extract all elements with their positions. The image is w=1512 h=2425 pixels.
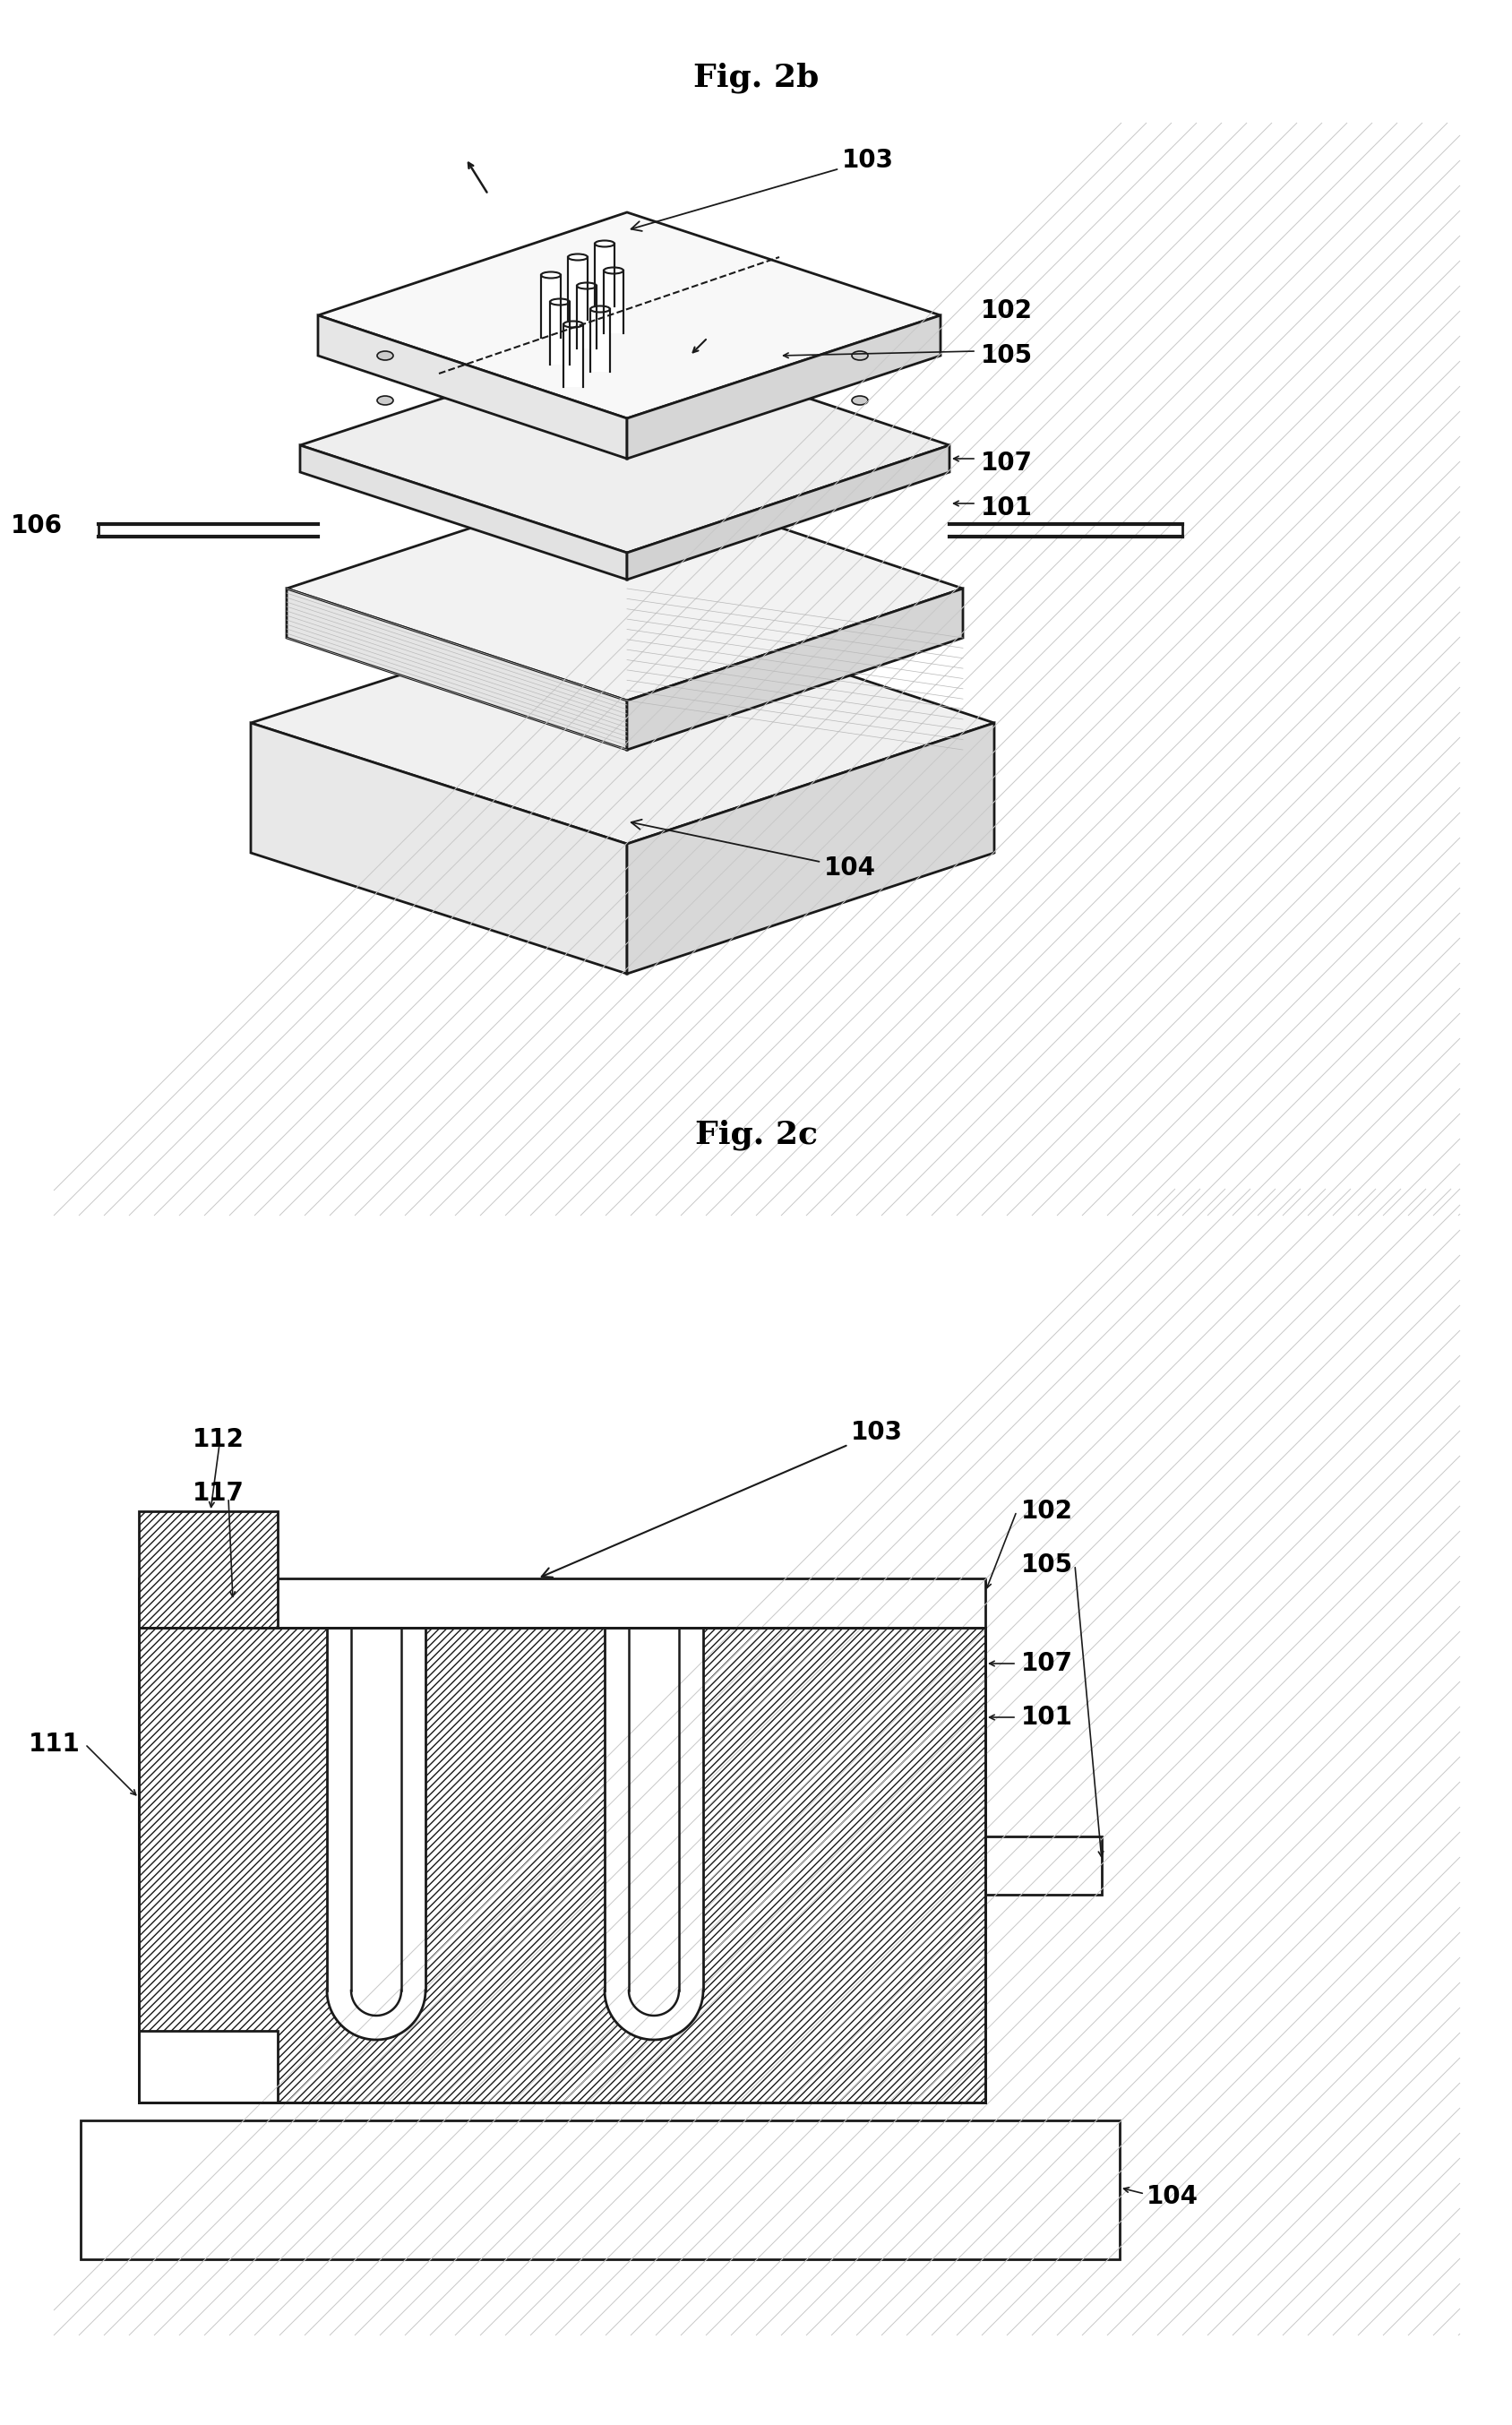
- Text: Fig. 2c: Fig. 2c: [694, 1120, 818, 1149]
- Polygon shape: [327, 1627, 425, 2039]
- Ellipse shape: [550, 298, 569, 306]
- Text: 107: 107: [1021, 1651, 1074, 1676]
- Text: 104: 104: [631, 820, 875, 880]
- Polygon shape: [80, 2119, 1120, 2260]
- Polygon shape: [251, 723, 627, 975]
- Polygon shape: [251, 601, 995, 844]
- Polygon shape: [139, 2030, 278, 2102]
- Polygon shape: [627, 446, 950, 580]
- Polygon shape: [139, 1511, 278, 1627]
- Ellipse shape: [596, 240, 614, 247]
- Polygon shape: [594, 242, 614, 306]
- Polygon shape: [139, 1627, 986, 2102]
- Ellipse shape: [578, 284, 596, 289]
- Ellipse shape: [569, 255, 588, 259]
- Polygon shape: [603, 272, 623, 332]
- Ellipse shape: [376, 352, 393, 361]
- Polygon shape: [139, 1579, 986, 1627]
- Ellipse shape: [851, 352, 868, 361]
- Ellipse shape: [851, 395, 868, 405]
- Ellipse shape: [578, 284, 597, 289]
- Ellipse shape: [541, 272, 559, 279]
- Polygon shape: [287, 478, 963, 701]
- Polygon shape: [318, 315, 627, 458]
- Polygon shape: [605, 1627, 703, 2039]
- Ellipse shape: [594, 240, 614, 247]
- Ellipse shape: [550, 298, 570, 306]
- Text: 102: 102: [981, 298, 1033, 323]
- Polygon shape: [318, 213, 940, 420]
- Polygon shape: [627, 589, 963, 749]
- Polygon shape: [590, 308, 609, 371]
- Text: 101: 101: [1021, 1705, 1074, 1729]
- Polygon shape: [986, 1836, 1102, 1894]
- Text: 103: 103: [541, 1421, 903, 1576]
- Ellipse shape: [569, 255, 587, 259]
- Ellipse shape: [605, 267, 623, 274]
- Text: Fig. 2b: Fig. 2b: [692, 63, 820, 95]
- Ellipse shape: [376, 395, 393, 405]
- Text: 111: 111: [29, 1731, 80, 1756]
- Ellipse shape: [564, 323, 582, 327]
- Text: 105: 105: [1021, 1552, 1074, 1579]
- Text: 101: 101: [981, 495, 1033, 521]
- Polygon shape: [550, 301, 570, 364]
- Polygon shape: [541, 274, 561, 337]
- Text: 105: 105: [981, 342, 1033, 369]
- Polygon shape: [627, 723, 995, 975]
- Polygon shape: [299, 337, 950, 553]
- Ellipse shape: [603, 267, 623, 274]
- Text: 102: 102: [1021, 1499, 1074, 1523]
- Text: 106: 106: [11, 514, 62, 538]
- Text: 112: 112: [192, 1426, 245, 1453]
- Polygon shape: [299, 446, 627, 580]
- Ellipse shape: [564, 320, 584, 327]
- Ellipse shape: [541, 272, 561, 279]
- Text: 117: 117: [192, 1482, 245, 1506]
- Polygon shape: [578, 286, 597, 349]
- Ellipse shape: [590, 306, 609, 313]
- Polygon shape: [287, 589, 627, 749]
- Ellipse shape: [591, 306, 609, 313]
- Text: 104: 104: [1146, 2185, 1199, 2209]
- Text: 103: 103: [631, 148, 894, 230]
- Polygon shape: [569, 257, 588, 320]
- Polygon shape: [627, 315, 940, 458]
- Polygon shape: [564, 325, 584, 388]
- Text: 107: 107: [981, 451, 1033, 475]
